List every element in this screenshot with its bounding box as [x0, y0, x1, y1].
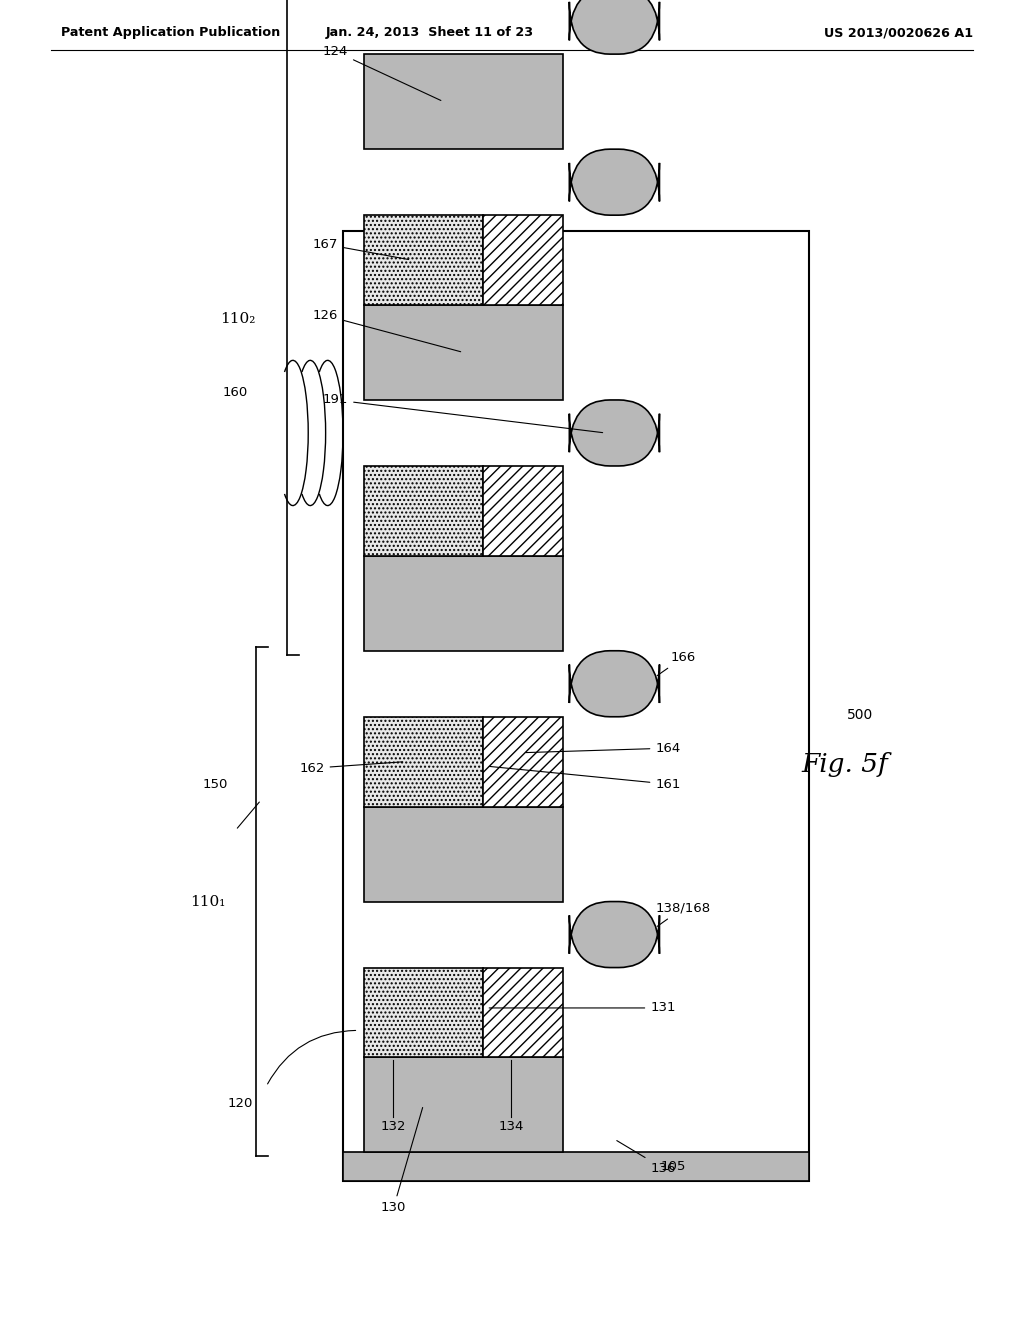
Text: 131: 131 — [489, 1002, 676, 1015]
Bar — [483, 215, 563, 305]
Text: 161: 161 — [489, 767, 681, 791]
Text: 500: 500 — [847, 709, 873, 722]
Bar — [364, 466, 483, 556]
Text: US 2013/0020626 A1: US 2013/0020626 A1 — [823, 26, 973, 40]
Text: 167: 167 — [312, 238, 409, 260]
Text: 126: 126 — [312, 309, 461, 351]
Text: 138/168: 138/168 — [655, 902, 711, 927]
Text: 110₂: 110₂ — [220, 313, 256, 326]
Bar — [364, 807, 563, 902]
Text: 130: 130 — [381, 1107, 423, 1214]
Bar — [364, 54, 563, 149]
Text: 136: 136 — [616, 1140, 676, 1175]
FancyBboxPatch shape — [569, 651, 659, 717]
Bar — [364, 215, 483, 305]
Bar — [483, 968, 563, 1057]
FancyBboxPatch shape — [569, 902, 659, 968]
Bar — [364, 1057, 563, 1152]
Text: 124: 124 — [323, 45, 441, 100]
Bar — [343, 1152, 809, 1181]
FancyBboxPatch shape — [569, 400, 659, 466]
Bar — [364, 305, 563, 400]
Bar — [343, 231, 809, 1181]
Text: Fig. 5f: Fig. 5f — [802, 752, 888, 777]
Bar — [364, 968, 483, 1057]
Bar — [364, 717, 483, 807]
Text: 164: 164 — [526, 742, 681, 755]
Text: 134: 134 — [499, 1119, 524, 1133]
Text: 191: 191 — [323, 393, 603, 433]
FancyBboxPatch shape — [569, 149, 659, 215]
FancyBboxPatch shape — [569, 0, 659, 54]
Text: 105: 105 — [660, 1160, 686, 1173]
Text: 120: 120 — [228, 1097, 253, 1110]
Text: 166: 166 — [657, 651, 696, 676]
Text: 160: 160 — [223, 385, 248, 399]
Bar — [364, 556, 563, 651]
Text: 132: 132 — [381, 1119, 407, 1133]
Text: 110₁: 110₁ — [189, 895, 225, 908]
Text: 162: 162 — [299, 762, 402, 775]
Text: 150: 150 — [203, 777, 227, 791]
Text: Jan. 24, 2013  Sheet 11 of 23: Jan. 24, 2013 Sheet 11 of 23 — [326, 26, 535, 40]
Bar — [483, 717, 563, 807]
Text: Patent Application Publication: Patent Application Publication — [61, 26, 281, 40]
Bar — [483, 466, 563, 556]
